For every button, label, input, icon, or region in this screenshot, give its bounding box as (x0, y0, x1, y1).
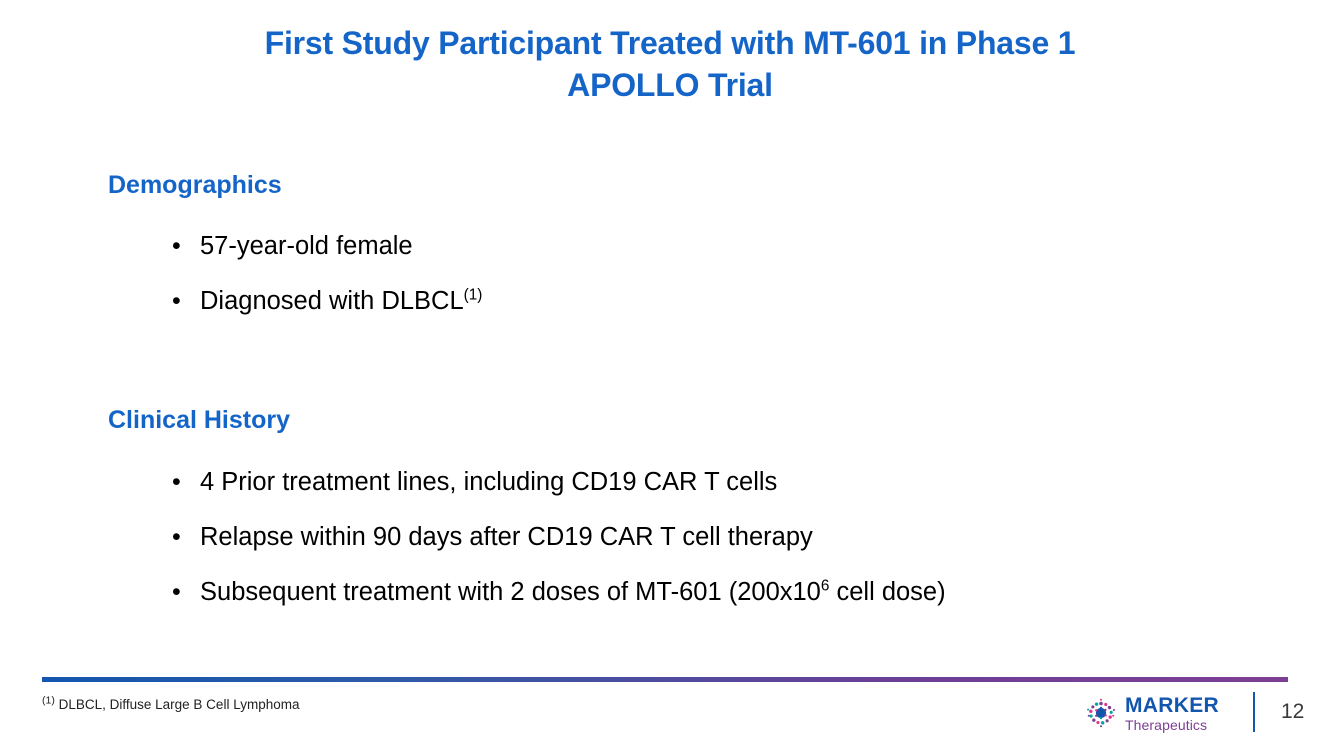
list-item-text: 4 Prior treatment lines, including CD19 … (200, 467, 778, 496)
bullet-list-demographics: • 57-year-old female • Diagnosed with DLBC… (0, 231, 1333, 317)
section-demographics: Demographics • 57-year-old female • Diagno… (0, 170, 1333, 317)
list-item: • Diagnosed with DLBCL(1) (172, 286, 1200, 317)
section-heading-clinical-history: Clinical History (108, 406, 290, 435)
list-item-text: Diagnosed with DLBCL (200, 287, 464, 316)
list-item-superscript: 6 (820, 577, 830, 595)
page-number: 12 (1281, 700, 1305, 723)
bullet-list-clinical-history: • 4 Prior treatment lines, including CD19… (0, 467, 1333, 608)
list-item-superscript: (1) (463, 286, 483, 304)
company-logo: MARKER Therapeutics (1084, 692, 1219, 734)
logo-wordmark: MARKER Therapeutics (1125, 695, 1219, 732)
bullet-dot-icon: • (172, 577, 181, 606)
list-item-text: 57-year-old female (200, 232, 413, 261)
list-item: • 57-year-old female (172, 231, 1200, 262)
footer-vertical-divider (1253, 692, 1255, 732)
list-item-text: Relapse within 90 days after CD19 CAR T … (200, 522, 813, 551)
bullet-dot-icon: • (172, 467, 181, 496)
list-item-tail: cell dose) (829, 577, 946, 606)
list-item: • Relapse within 90 days after CD19 CAR T… (172, 522, 1200, 553)
bullet-dot-icon: • (172, 287, 181, 316)
logo-primary-word: MARKER (1125, 693, 1219, 717)
footnote: (1) DLBCL, Diffuse Large B Cell Lymphoma (42, 694, 300, 712)
marker-molecule-icon (1084, 696, 1118, 730)
page-title: First Study Participant Treated with MT-… (160, 22, 1180, 106)
page-title-line-2: APOLLO Trial (567, 67, 773, 104)
footer-divider-rule (42, 677, 1288, 682)
footnote-marker: (1) (42, 694, 55, 707)
page-title-line-1: First Study Participant Treated with MT-… (264, 25, 1076, 61)
section-clinical-history: Clinical History • 4 Prior treatment line… (0, 405, 1333, 608)
footnote-text: DLBCL, Diffuse Large B Cell Lymphoma (54, 697, 300, 712)
bullet-dot-icon: • (172, 232, 181, 261)
logo-secondary-word: Therapeutics (1125, 716, 1208, 733)
slide-body: Demographics • 57-year-old female • Diagno… (0, 170, 1333, 608)
list-item-text: Subsequent treatment with 2 doses of MT-… (200, 577, 821, 606)
list-item: • Subsequent treatment with 2 doses of MT… (172, 577, 1200, 608)
list-item: • 4 Prior treatment lines, including CD19… (172, 467, 1200, 498)
section-heading-demographics: Demographics (108, 171, 282, 199)
bullet-dot-icon: • (172, 522, 181, 551)
